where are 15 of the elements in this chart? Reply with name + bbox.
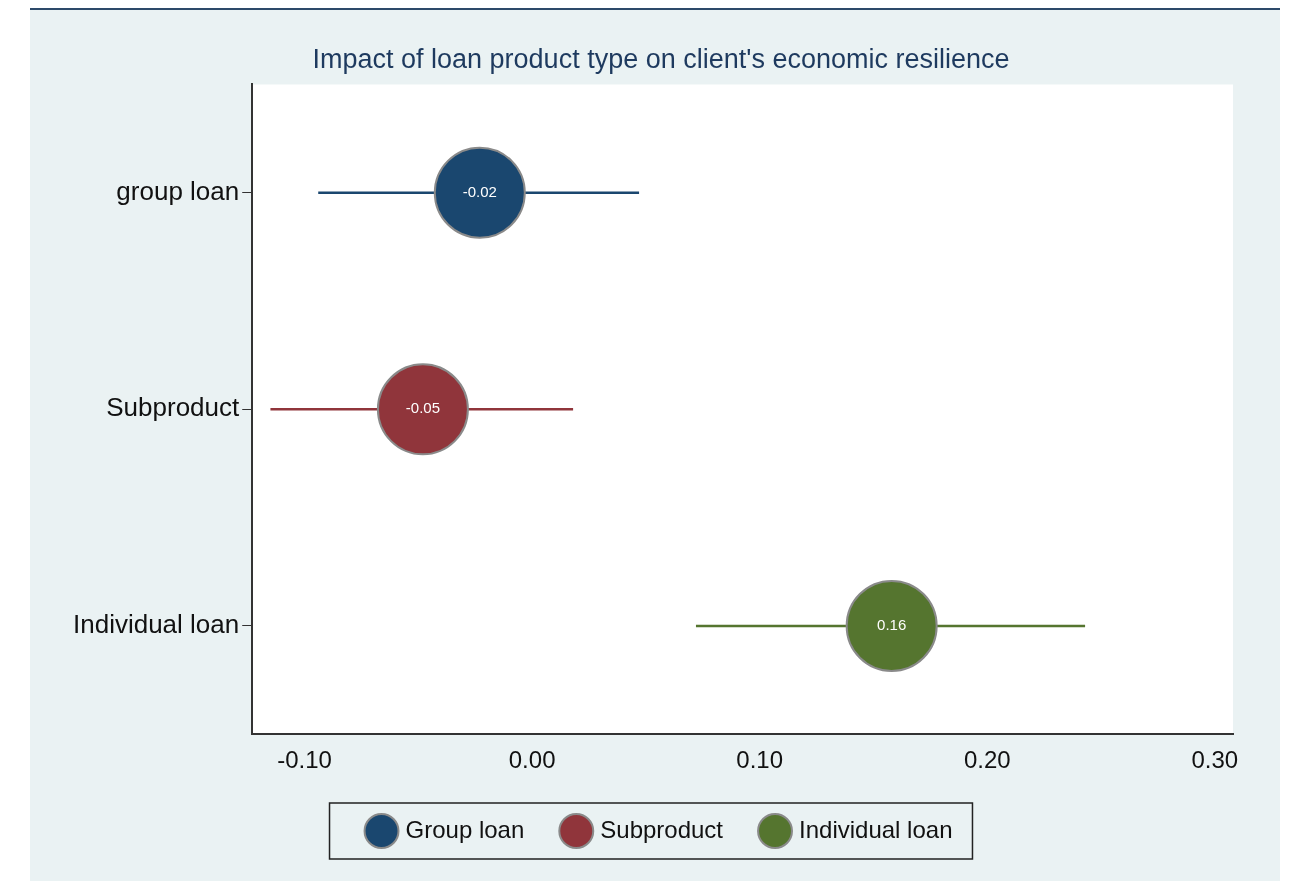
x-tick-label: -0.10 <box>277 746 332 774</box>
legend-label: Subproduct <box>600 815 724 843</box>
chart-title: Impact of loan product type on client's economic resilience <box>312 43 1010 74</box>
data-label: -0.02 <box>462 182 497 200</box>
y-tick-label: Subproduct <box>106 392 241 423</box>
legend-label: Group loan <box>405 815 525 843</box>
y-tick-label: group loan <box>116 175 240 206</box>
data-label: 0.16 <box>877 616 907 634</box>
y-tick-label: Individual loan <box>73 609 240 640</box>
x-tick-label: 0.10 <box>736 746 784 774</box>
data-label: -0.05 <box>405 399 440 417</box>
legend-label: Individual loan <box>799 815 953 843</box>
x-tick-label: 0.20 <box>963 746 1011 774</box>
x-tick-label: 0.00 <box>508 746 556 774</box>
x-tick-label: 0.30 <box>1191 746 1239 774</box>
